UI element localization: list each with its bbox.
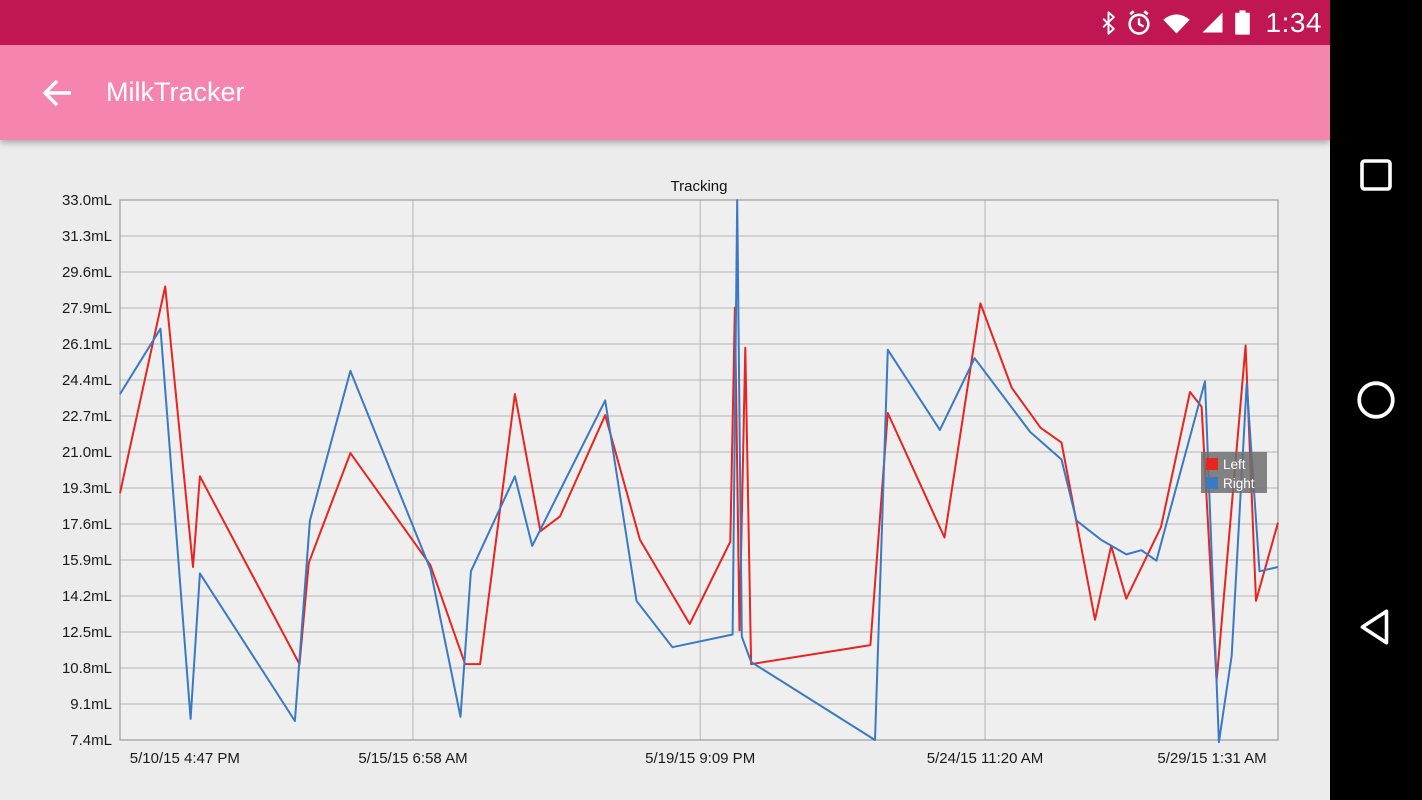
alarm-icon: [1127, 9, 1150, 35]
x-tick-label: 5/29/15 1:31 AM: [1157, 750, 1266, 767]
status-time: 1:34: [1265, 6, 1322, 38]
chart-line-left: [119, 285, 1279, 682]
recents-button[interactable]: [1353, 152, 1399, 198]
y-tick-label: 7.4mL: [70, 732, 112, 749]
battery-icon: [1234, 10, 1250, 35]
x-tick-label: 5/15/15 6:58 AM: [358, 750, 467, 767]
status-bar: 1:34: [0, 0, 1330, 45]
x-tick-label: 5/24/15 11:20 AM: [927, 750, 1043, 767]
y-tick-label: 31.3mL: [62, 228, 112, 245]
y-tick-label: 26.1mL: [62, 336, 112, 353]
y-tick-label: 19.3mL: [62, 480, 112, 497]
y-tick-label: 27.9mL: [62, 300, 112, 317]
y-tick-label: 33.0mL: [62, 192, 112, 209]
plot-area: [120, 200, 1278, 740]
back-button[interactable]: [34, 71, 78, 115]
chart-title: Tracking: [671, 178, 728, 195]
home-button[interactable]: [1353, 377, 1399, 423]
y-tick-label: 10.8mL: [62, 660, 112, 677]
y-tick-label: 17.6mL: [62, 516, 112, 533]
legend-label-left: Left: [1223, 457, 1246, 472]
navigation-bar: [1330, 0, 1422, 800]
y-tick-label: 12.5mL: [62, 624, 112, 641]
signal-icon: [1202, 12, 1222, 33]
nav-back-button[interactable]: [1353, 604, 1399, 650]
y-tick-label: 24.4mL: [62, 372, 112, 389]
legend-swatch-left: [1206, 458, 1218, 470]
tracking-chart[interactable]: 33.0mL 31.3mL 29.6mL 27.9mL 26.1mL 24.4mL 22.7…: [0, 140, 1330, 800]
chart-line-right: [119, 199, 1279, 744]
y-tick-label: 29.6mL: [62, 264, 112, 281]
legend-label-right: Right: [1223, 476, 1255, 491]
status-icons: 1:34: [1101, 7, 1323, 39]
y-tick-label: 14.2mL: [62, 588, 112, 605]
x-tick-label: 5/10/15 4:47 PM: [130, 750, 240, 767]
y-tick-label: 22.7mL: [62, 408, 112, 425]
recents-square-icon: [1360, 159, 1392, 191]
plot-border: [119, 199, 1279, 741]
y-tick-label: 15.9mL: [62, 552, 112, 569]
bluetooth-icon: [1101, 10, 1115, 35]
back-triangle-icon: [1360, 609, 1389, 645]
wifi-icon: [1162, 13, 1190, 34]
x-tick-label: 5/19/15 9:09 PM: [645, 750, 755, 767]
y-tick-label: 9.1mL: [70, 696, 112, 713]
back-arrow-icon: [42, 79, 71, 106]
app-bar: MilkTracker: [0, 45, 1330, 140]
home-circle-icon: [1357, 381, 1395, 419]
legend-swatch-right: [1206, 477, 1218, 489]
app-title: MilkTracker: [106, 77, 245, 107]
y-tick-label: 21.0mL: [62, 444, 112, 461]
